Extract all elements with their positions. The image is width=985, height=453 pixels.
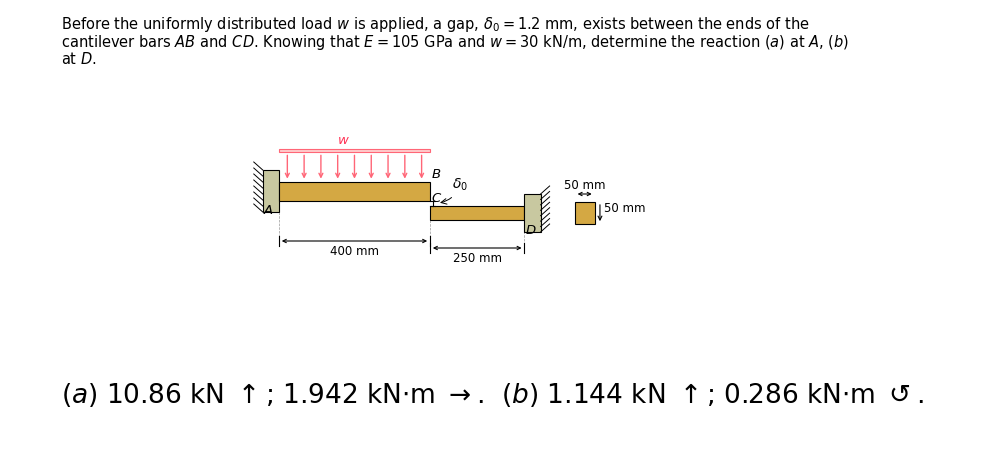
- Text: cantilever bars $AB$ and $CD$. Knowing that $E = 105$ GPa and $w = 30$ kN/m, det: cantilever bars $AB$ and $CD$. Knowing t…: [61, 33, 850, 52]
- Text: 400 mm: 400 mm: [330, 245, 379, 258]
- Bar: [524, 194, 541, 232]
- Bar: [575, 202, 595, 224]
- Text: Before the uniformly distributed load $w$ is applied, a gap, $\delta_0 = 1.2$ mm: Before the uniformly distributed load $w…: [61, 15, 810, 34]
- Bar: [263, 170, 279, 212]
- Bar: [279, 149, 430, 153]
- Text: $(a)$ 10.86 kN $\uparrow$; 1.942 kN$\cdot$m $\rightarrow$.  $(b)$ 1.144 kN $\upa: $(a)$ 10.86 kN $\uparrow$; 1.942 kN$\cdo…: [61, 381, 924, 409]
- Text: 50 mm: 50 mm: [604, 202, 645, 215]
- Text: $w$: $w$: [338, 135, 351, 148]
- Text: $\delta_0$: $\delta_0$: [441, 177, 469, 204]
- Bar: [430, 206, 524, 220]
- Text: 250 mm: 250 mm: [453, 252, 501, 265]
- Bar: [279, 182, 430, 201]
- Text: at $D$.: at $D$.: [61, 51, 98, 67]
- Text: B: B: [431, 168, 440, 180]
- Text: 50 mm: 50 mm: [564, 179, 606, 192]
- Text: D: D: [526, 224, 536, 237]
- Text: A: A: [264, 204, 273, 217]
- Text: C: C: [431, 192, 440, 205]
